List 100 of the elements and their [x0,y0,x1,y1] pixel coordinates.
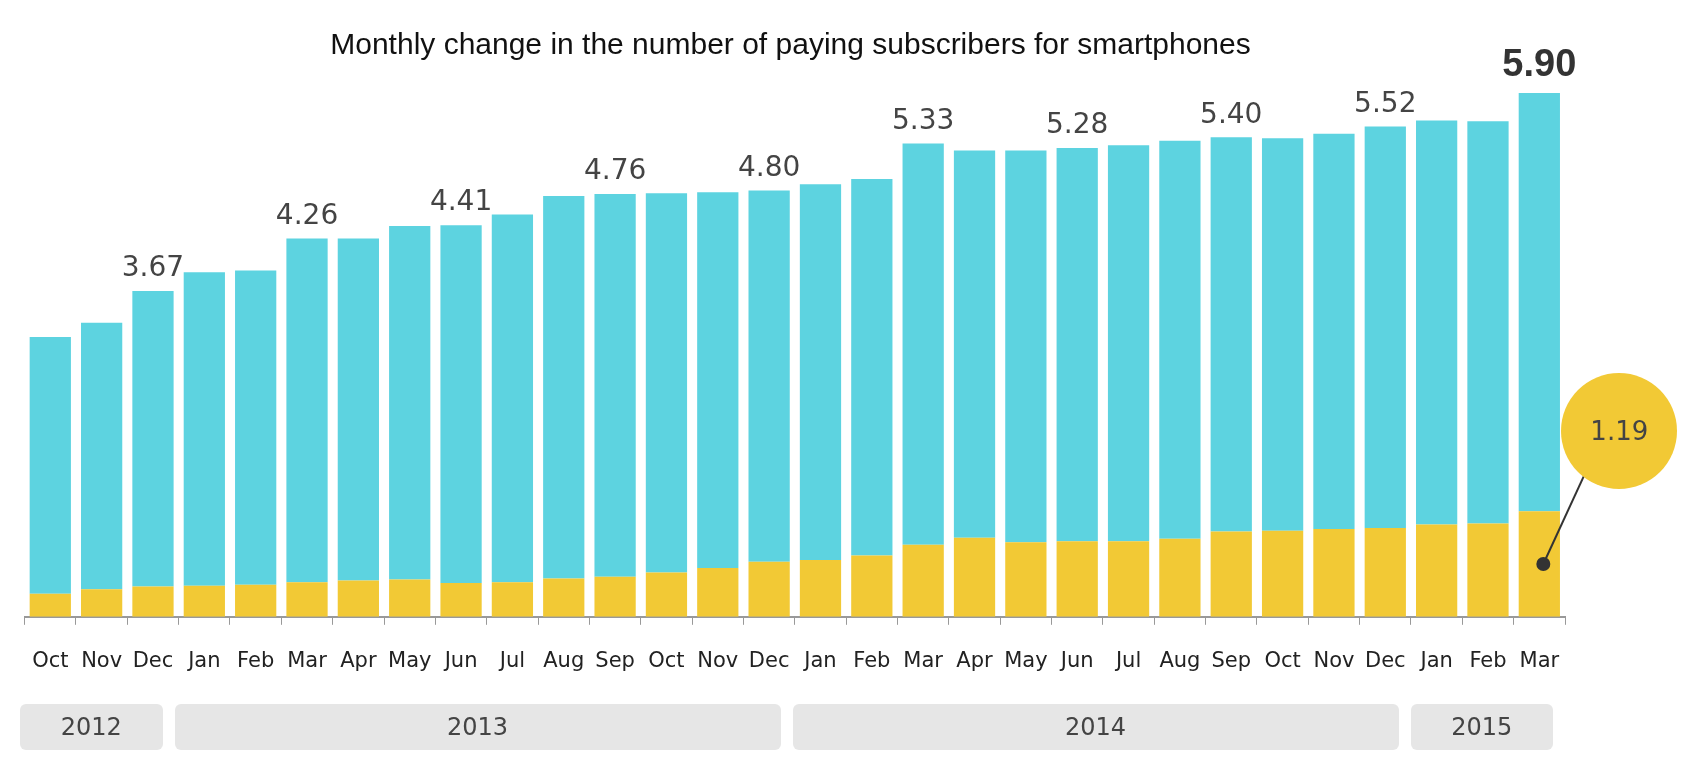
bar [594,576,636,617]
bar [286,582,328,617]
bar [953,537,996,617]
total-label: 5.52 [1354,85,1417,119]
bar [1467,121,1509,524]
x-tick-label: Oct [1264,647,1301,672]
bar [1159,538,1201,617]
total-label: 4.80 [737,149,801,183]
bar [851,555,893,617]
x-tick-label: Jun [1058,647,1094,672]
x-tick-label: Jan [186,647,221,672]
bar [29,593,71,617]
bar [1313,133,1355,529]
data-label: 1.19 [1590,416,1649,447]
bar [81,322,123,590]
bar [1261,138,1304,531]
bar [645,193,688,573]
x-tick-label: Jan [802,647,837,672]
total-label: 4.26 [275,197,339,231]
bar [29,337,71,594]
x-tick-label: May [1004,647,1048,672]
x-tick-label: Jun [442,647,478,672]
bar [337,580,379,617]
x-tick-label: Apr [340,647,377,672]
bar [389,226,431,580]
bar [799,559,842,617]
bar [851,179,893,556]
x-tick-label: Mar [1519,647,1560,672]
bar [697,192,739,568]
bar [1056,541,1098,617]
text: 2012 [60,713,122,741]
text: 2013 [446,713,509,741]
bar [1518,92,1560,512]
total-label: 3.67 [121,250,185,284]
bar [491,582,534,617]
bar [1107,541,1150,617]
chart-title: Monthly change in the number of paying subscribers for smartphones [330,27,1251,61]
bar [440,225,482,584]
x-tick-label: Sep [1211,647,1252,672]
bar [1159,140,1201,539]
x-tick-label: Nov [1313,647,1355,672]
x-tick-label: May [388,647,432,672]
text: 2014 [1064,713,1127,741]
x-tick-label: Mar [903,647,944,672]
bar [235,270,277,585]
bar [543,195,585,579]
total-label: 4.41 [429,184,493,218]
x-tick-label: Jul [497,647,526,672]
bar [183,272,225,586]
x-tick-label: Aug [543,647,585,672]
bar [286,238,328,583]
bar [902,143,944,545]
x-tick-label: Feb [1469,647,1507,672]
bar [1518,511,1560,617]
x-tick-label: Aug [1159,647,1201,672]
bar [799,184,842,560]
x-tick-label: Feb [237,647,275,672]
bar [1313,528,1355,617]
bar [902,544,944,617]
x-tick-label: Nov [81,647,123,672]
bar [697,567,739,617]
bar [235,584,277,617]
bar [1210,531,1252,617]
bar [132,586,174,617]
bar [440,583,482,617]
x-tick-label: Apr [956,647,994,672]
total-label: 5.40 [1200,96,1263,130]
total-label: 5.90 [1502,42,1577,85]
bar [183,585,225,617]
x-tick-label: Nov [697,647,739,672]
x-tick-label: Jan [1418,647,1453,672]
bar [389,579,431,617]
x-tick-label: Oct [32,647,69,672]
total-label: 5.28 [1046,107,1109,141]
bar [1416,120,1458,525]
bar [132,290,174,587]
bar [1364,126,1406,528]
bar [1210,137,1252,532]
bar [543,578,585,617]
bar [1416,524,1458,617]
bar [491,214,534,583]
bar [645,572,688,617]
x-tick-label: Dec [132,647,174,672]
bar [594,194,636,577]
total-label: 4.76 [583,153,647,187]
bar [1107,145,1150,542]
bar [1056,147,1098,542]
bar [1467,523,1509,617]
x-tick-label: Jul [1113,647,1142,672]
bar [953,150,996,538]
x-tick-label: Mar [287,647,328,672]
bar [1261,530,1304,617]
bar [748,190,790,562]
x-tick-label: Feb [853,647,891,672]
bar [337,238,379,581]
total-label: 5.33 [892,102,955,136]
text: 2015 [1451,713,1513,741]
x-tick-label: Oct [648,647,685,672]
bar [1005,542,1047,617]
bar [1005,150,1047,543]
